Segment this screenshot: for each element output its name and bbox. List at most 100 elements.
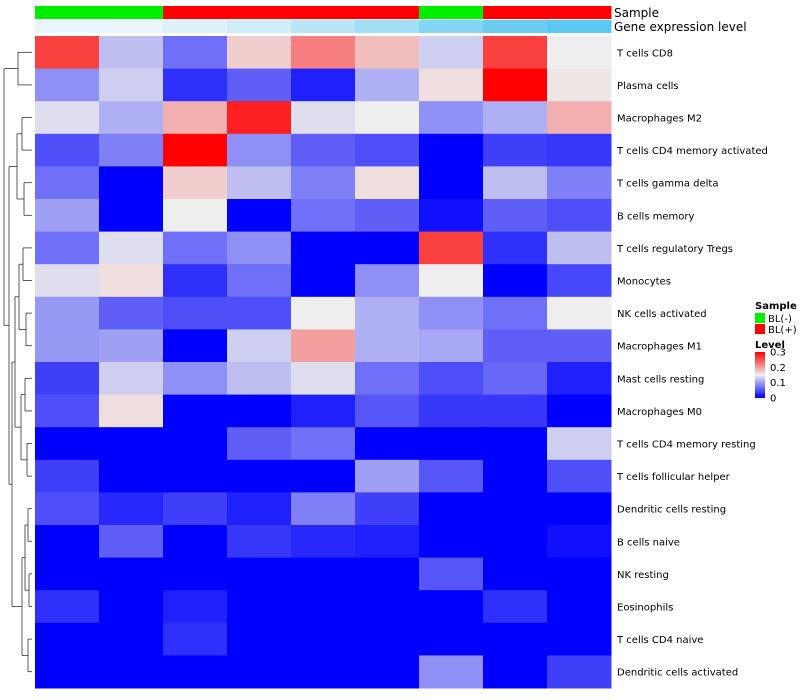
heatmap-cell: [227, 133, 292, 167]
heatmap-cell: [291, 101, 356, 135]
gene-expression-annotation-cell: [419, 20, 484, 33]
heatmap-cell: [227, 622, 292, 656]
heatmap-cell: [291, 133, 356, 167]
heatmap-cell: [483, 492, 548, 526]
heatmap-cell: [35, 133, 100, 167]
gene-expression-annotation-cell: [163, 20, 228, 33]
heatmap-cell: [355, 36, 420, 70]
heatmap-cell: [163, 133, 228, 167]
sample-annotation-cell: [227, 6, 292, 19]
heatmap-cell: [163, 525, 228, 559]
heatmap-cell: [291, 655, 356, 689]
heatmap-cell: [483, 622, 548, 656]
legend-sample-title: Sample: [755, 301, 797, 312]
heatmap-cell: [419, 590, 484, 624]
heatmap-cell: [227, 427, 292, 461]
heatmap-cell: [483, 427, 548, 461]
heatmap-cell: [291, 231, 356, 265]
heatmap-cell: [35, 264, 100, 298]
sample-annotation-cell: [483, 6, 548, 19]
heatmap-cell: [355, 166, 420, 200]
row-label: T cells regulatory Tregs: [616, 244, 733, 255]
heatmap-cell: [355, 525, 420, 559]
gene-expression-annotation-cell: [35, 20, 100, 33]
row-label: Macrophages M1: [617, 342, 702, 353]
row-label: Plasma cells: [617, 81, 679, 92]
heatmap-cell: [163, 427, 228, 461]
row-label: T cells follicular helper: [616, 472, 731, 483]
heatmap-cell: [99, 199, 164, 233]
gene-expression-annotation-cell: [483, 20, 548, 33]
heatmap-cell: [419, 231, 484, 265]
heatmap-cell: [35, 655, 100, 689]
heatmap-cell: [99, 362, 164, 396]
heatmap-cell: [291, 394, 356, 428]
heatmap-cell: [483, 362, 548, 396]
heatmap-cell: [419, 36, 484, 70]
heatmap-cell: [547, 166, 612, 200]
heatmap-cell: [163, 459, 228, 493]
legend-sample-swatch: [755, 313, 765, 323]
heatmap-cell: [547, 459, 612, 493]
heatmap-cell: [419, 68, 484, 102]
row-label: T cells CD4 naive: [616, 635, 703, 646]
heatmap-cell: [547, 427, 612, 461]
heatmap-cell: [291, 296, 356, 330]
heatmap-cell: [291, 427, 356, 461]
heatmap-cell: [547, 622, 612, 656]
row-label: Dendritic cells resting: [617, 505, 726, 516]
heatmap-cell: [99, 36, 164, 70]
heatmap-cell: [163, 362, 228, 396]
heatmap-cell: [483, 329, 548, 363]
heatmap-cell: [35, 459, 100, 493]
legend-sample-label: BL(-): [768, 314, 792, 325]
heatmap-cell: [419, 329, 484, 363]
heatmap-cell: [547, 101, 612, 135]
heatmap-cell: [547, 492, 612, 526]
heatmap-cell: [547, 362, 612, 396]
heatmap-cell: [163, 329, 228, 363]
row-label: T cells gamma delta: [616, 179, 718, 190]
heatmap-cell: [227, 557, 292, 591]
heatmap-cell: [483, 557, 548, 591]
row-label: T cells CD8: [616, 48, 673, 59]
heatmap-cell: [99, 590, 164, 624]
heatmap-cell: [355, 459, 420, 493]
legend-level-title: Level: [755, 340, 785, 351]
heatmap-cell: [355, 101, 420, 135]
heatmap-cell: [291, 622, 356, 656]
heatmap-cell: [163, 655, 228, 689]
heatmap-cell: [291, 492, 356, 526]
heatmap-cell: [291, 590, 356, 624]
sample-annotation-cell: [547, 6, 612, 19]
heatmap-cell: [419, 492, 484, 526]
heatmap-cell: [483, 296, 548, 330]
heatmap-cell: [547, 133, 612, 167]
row-label: NK cells activated: [617, 309, 707, 320]
row-label: Dendritic cells activated: [617, 668, 738, 679]
row-label: NK resting: [617, 570, 669, 581]
heatmap-cell: [35, 394, 100, 428]
heatmap-cell: [163, 622, 228, 656]
row-label: T cells CD4 memory activated: [616, 146, 768, 157]
gene-expression-annotation-cell: [99, 20, 164, 33]
heatmap-cell: [35, 492, 100, 526]
heatmap-cell: [163, 199, 228, 233]
heatmap-cell: [163, 296, 228, 330]
heatmap-cell: [227, 231, 292, 265]
heatmap-cell: [419, 525, 484, 559]
heatmap-cell: [291, 166, 356, 200]
heatmap-cell: [355, 199, 420, 233]
heatmap-cell: [35, 36, 100, 70]
heatmap-cell: [163, 557, 228, 591]
heatmap-cell: [419, 622, 484, 656]
heatmap-cell: [419, 427, 484, 461]
heatmap-cell: [355, 329, 420, 363]
heatmap-cell: [35, 622, 100, 656]
sample-annotation-cell: [99, 6, 164, 19]
gene-expression-track-label: Gene expression level: [614, 20, 747, 34]
heatmap-cell: [35, 329, 100, 363]
heatmap-cell: [355, 362, 420, 396]
